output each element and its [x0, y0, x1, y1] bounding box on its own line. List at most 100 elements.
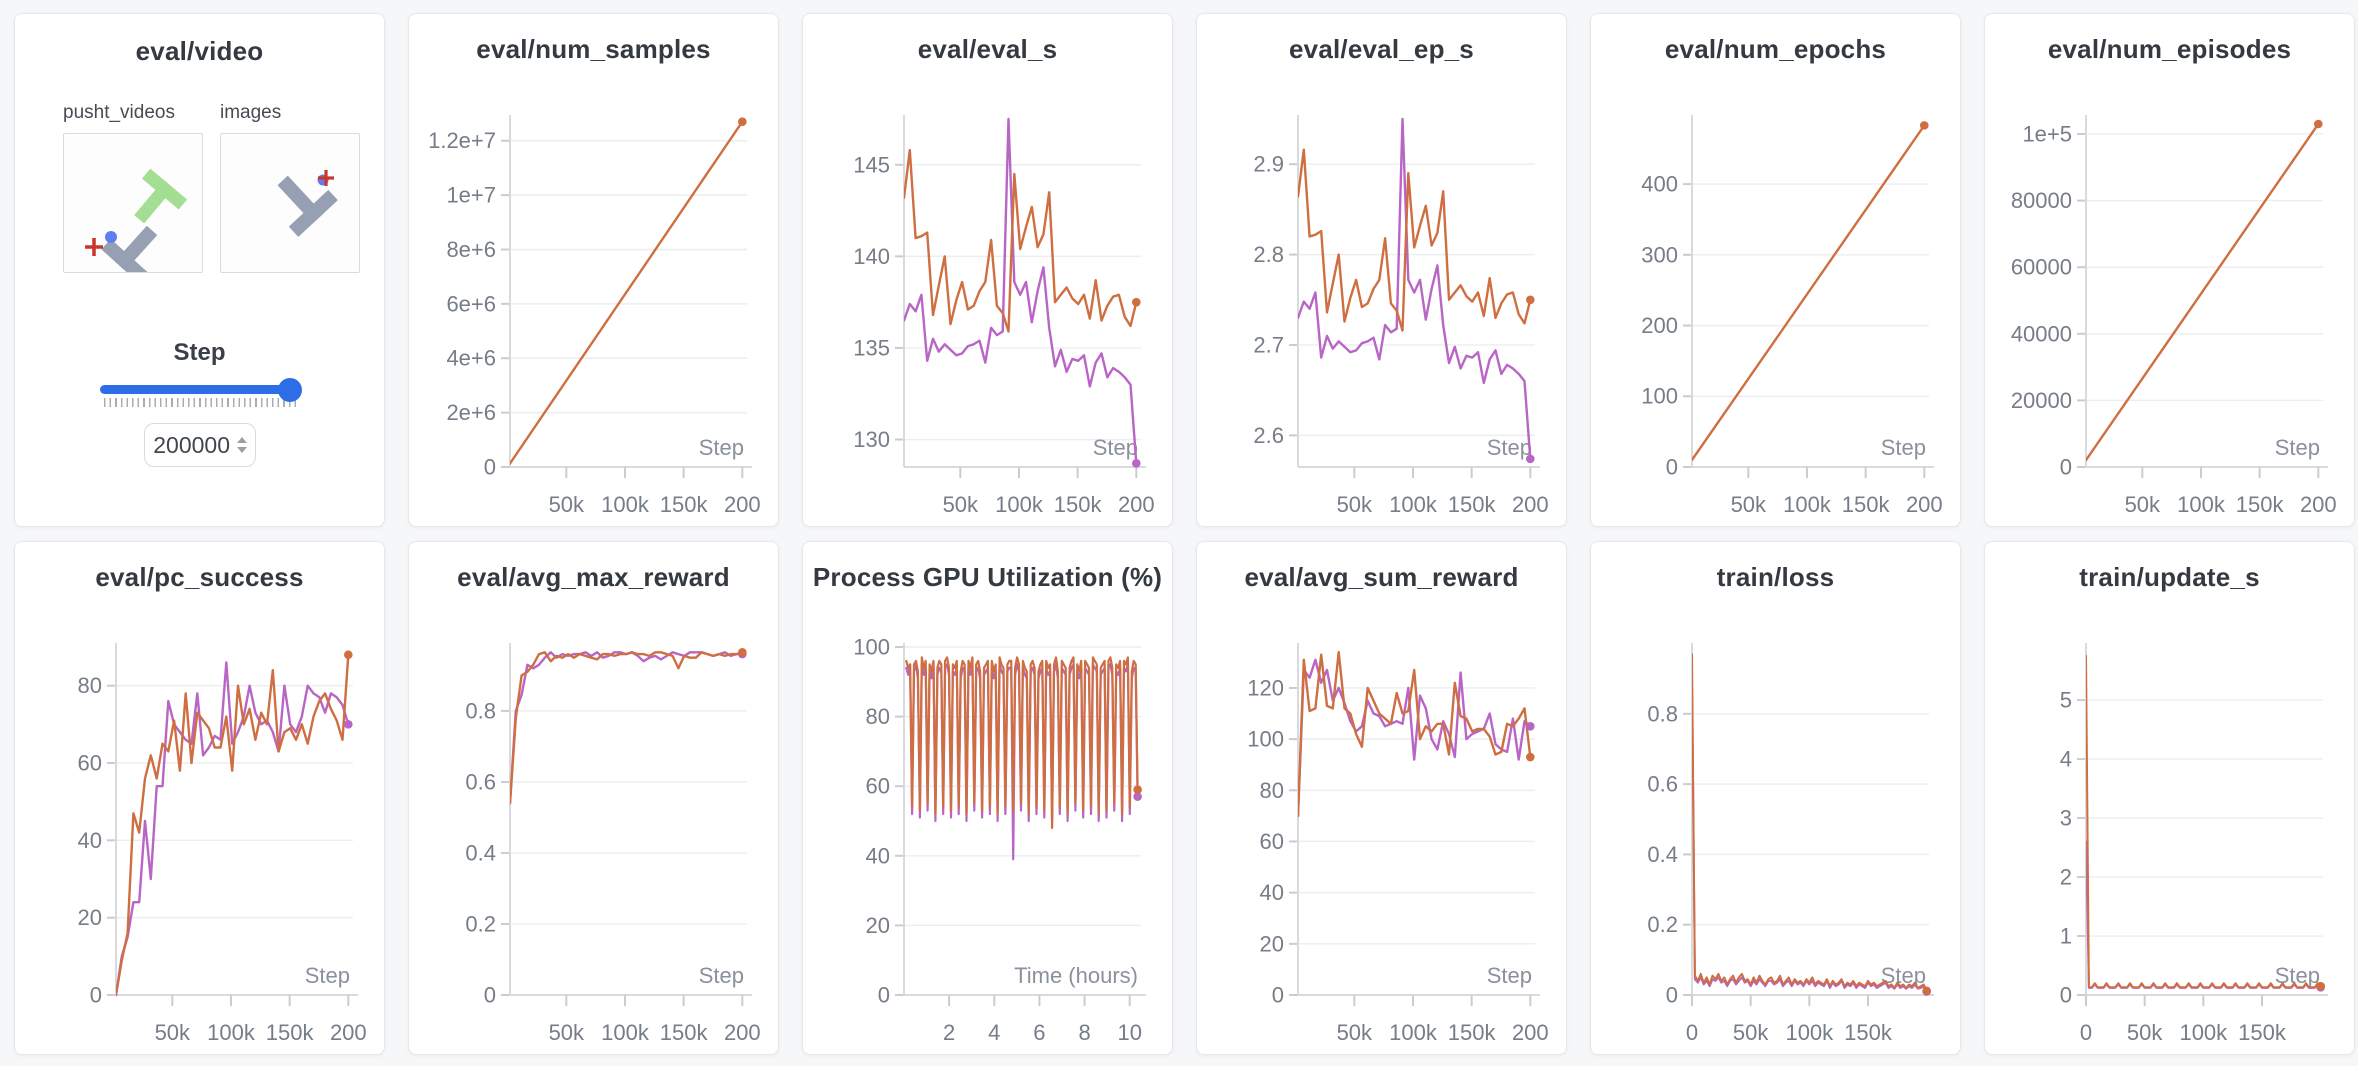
- x-tick-label: 50k: [1731, 492, 1767, 517]
- goal-cross-icon: [318, 170, 334, 186]
- series-endpoint-dot-purple: [1526, 722, 1535, 731]
- y-tick-label: 100: [1247, 727, 1284, 752]
- y-tick-label: 60: [866, 774, 890, 799]
- series-line-purple: [1298, 117, 1532, 461]
- panel-eval-pc-success: eval/pc_success 0 20 40 60 80 50k 100k 150k 200 S…: [14, 541, 385, 1055]
- y-tick-label: 0: [484, 454, 496, 479]
- y-tick-label: 1e+5: [2022, 121, 2072, 146]
- y-tick-label: 0.2: [1647, 912, 1678, 937]
- y-tick-label: 0: [2060, 982, 2072, 1007]
- x-tick-label: 150k: [1448, 492, 1497, 517]
- images-thumbnail[interactable]: [220, 133, 360, 273]
- y-tick-label: 100: [1641, 384, 1678, 409]
- y-tick-label: 0.2: [465, 911, 496, 936]
- chart-canvas[interactable]: 0 0.2 0.4 0.6 0.8 50k 100k 150k 200 Step: [409, 612, 779, 1055]
- y-tick-label: 6e+6: [446, 291, 496, 316]
- spinner-up-icon[interactable]: [237, 437, 247, 443]
- x-tick-label: 100k: [601, 1020, 650, 1045]
- y-tick-label: 80000: [2011, 188, 2072, 213]
- x-tick-label: 10: [1117, 1020, 1141, 1045]
- x-tick-label: 100k: [995, 492, 1044, 517]
- x-tick-label: 150k: [1448, 1020, 1497, 1045]
- y-tick-label: 130: [853, 427, 890, 452]
- y-tick-label: 2.8: [1253, 242, 1284, 267]
- y-tick-label: 0: [1666, 982, 1678, 1007]
- object-t-shape: [277, 175, 338, 237]
- x-tick-label: 0: [2080, 1020, 2092, 1045]
- x-tick-label: 50k: [943, 492, 979, 517]
- panel-eval-avg-sum-reward: eval/avg_sum_reward 0 20 40 60 80 100 120 50k 10…: [1196, 541, 1567, 1055]
- y-tick-label: 2e+6: [446, 400, 496, 425]
- x-tick-label: 150k: [2238, 1020, 2287, 1045]
- step-slider-ruler: [103, 398, 296, 407]
- y-tick-label: 0: [90, 982, 102, 1007]
- y-tick-label: 20: [866, 913, 890, 938]
- chart-canvas[interactable]: 0 100 200 300 400 50k 100k 150k 200 Step: [1591, 84, 1961, 527]
- chart-canvas[interactable]: 0 20 40 60 80 100 2 4 6 8 10 Time (hours): [803, 612, 1173, 1055]
- y-tick-label: 5: [2060, 688, 2072, 713]
- x-tick-label: 100k: [1783, 492, 1832, 517]
- y-tick-label: 80: [78, 673, 102, 698]
- series-line-orange: [1298, 650, 1532, 818]
- images-frame: [277, 170, 338, 237]
- series-line-purple: [510, 651, 744, 805]
- x-axis-label: Step: [699, 963, 744, 988]
- x-tick-label: 50k: [1337, 1020, 1373, 1045]
- x-axis-label: Step: [305, 963, 350, 988]
- chart-canvas[interactable]: 2.6 2.7 2.8 2.9 50k 100k 150k 200 Step: [1197, 84, 1567, 527]
- y-tick-label: 60: [78, 750, 102, 775]
- series-endpoint-dot-orange: [1132, 297, 1141, 307]
- spinner-down-icon[interactable]: [237, 447, 247, 453]
- x-tick-label: 6: [1033, 1020, 1045, 1045]
- y-tick-label: 80: [1260, 778, 1284, 803]
- y-tick-label: 120: [1247, 675, 1284, 700]
- x-tick-label: 200: [1906, 492, 1943, 517]
- x-tick-label: 200: [724, 492, 761, 517]
- step-slider[interactable]: [99, 377, 302, 407]
- chart-canvas[interactable]: 130 135 140 145 50k 100k 150k 200 Step: [803, 84, 1173, 527]
- series-endpoint-dot-purple: [1133, 792, 1142, 801]
- y-tick-label: 20: [1260, 931, 1284, 956]
- series-endpoint-dot-purple: [1132, 459, 1141, 468]
- chart-title: eval/eval_ep_s: [1289, 33, 1474, 64]
- step-slider-label: Step: [173, 339, 226, 366]
- step-value-input[interactable]: [152, 431, 230, 459]
- x-tick-label: 100k: [601, 492, 650, 517]
- chart-canvas[interactable]: 0 20000 40000 60000 80000 1e+5 50k 100k 150k 200 S…: [1985, 84, 2355, 527]
- panel-eval-num-episodes: eval/num_episodes 0 20000 40000 60000 80000 1…: [1984, 13, 2355, 527]
- y-tick-label: 3: [2060, 806, 2072, 831]
- y-tick-label: 135: [853, 335, 890, 360]
- y-tick-label: 1e+7: [446, 183, 496, 208]
- x-axis-label: Step: [1487, 435, 1532, 460]
- x-tick-label: 150k: [266, 1020, 315, 1045]
- series-line-orange: [116, 653, 350, 997]
- pusht-video-thumbnail[interactable]: [63, 133, 203, 283]
- y-tick-label: 1: [2060, 923, 2072, 948]
- chart-canvas[interactable]: 0 2e+6 4e+6 6e+6 8e+6 1e+7 1.2e+7 50k 100k 150k 20…: [409, 84, 779, 527]
- y-tick-label: 1.2e+7: [428, 128, 496, 153]
- x-tick-label: 50k: [2125, 492, 2161, 517]
- step-slider-track[interactable]: [99, 377, 302, 402]
- media-label-videos: pusht_videos: [63, 102, 175, 123]
- y-tick-label: 0.4: [465, 840, 496, 865]
- y-tick-label: 145: [853, 152, 890, 177]
- y-tick-label: 0.8: [465, 698, 496, 723]
- x-tick-label: 200: [1512, 1020, 1549, 1045]
- x-tick-label: 8: [1078, 1020, 1090, 1045]
- chart-canvas[interactable]: 0 20 40 60 80 100 120 50k 100k 150k 200 Step: [1197, 612, 1567, 1055]
- chart-title: eval/avg_sum_reward: [1244, 561, 1519, 592]
- panel-eval-avg-max-reward: eval/avg_max_reward 0 0.2 0.4 0.6 0.8 50k 100k…: [408, 541, 779, 1055]
- y-tick-label: 300: [1641, 242, 1678, 267]
- series-endpoint-dot-orange: [2316, 981, 2325, 991]
- step-slider-handle[interactable]: [277, 377, 302, 402]
- media-col-images: images: [220, 102, 360, 273]
- x-tick-label: 2: [943, 1020, 955, 1045]
- chart-canvas[interactable]: 0 20 40 60 80 50k 100k 150k 200 Step: [15, 612, 385, 1055]
- agent-dot: [105, 231, 117, 243]
- y-tick-label: 0: [2060, 454, 2072, 479]
- panel-eval-num-samples: eval/num_samples 0 2e+6 4e+6 6e+6 8e+6 1e+7 1.…: [408, 13, 779, 527]
- series-endpoint-dot-orange: [1133, 785, 1142, 794]
